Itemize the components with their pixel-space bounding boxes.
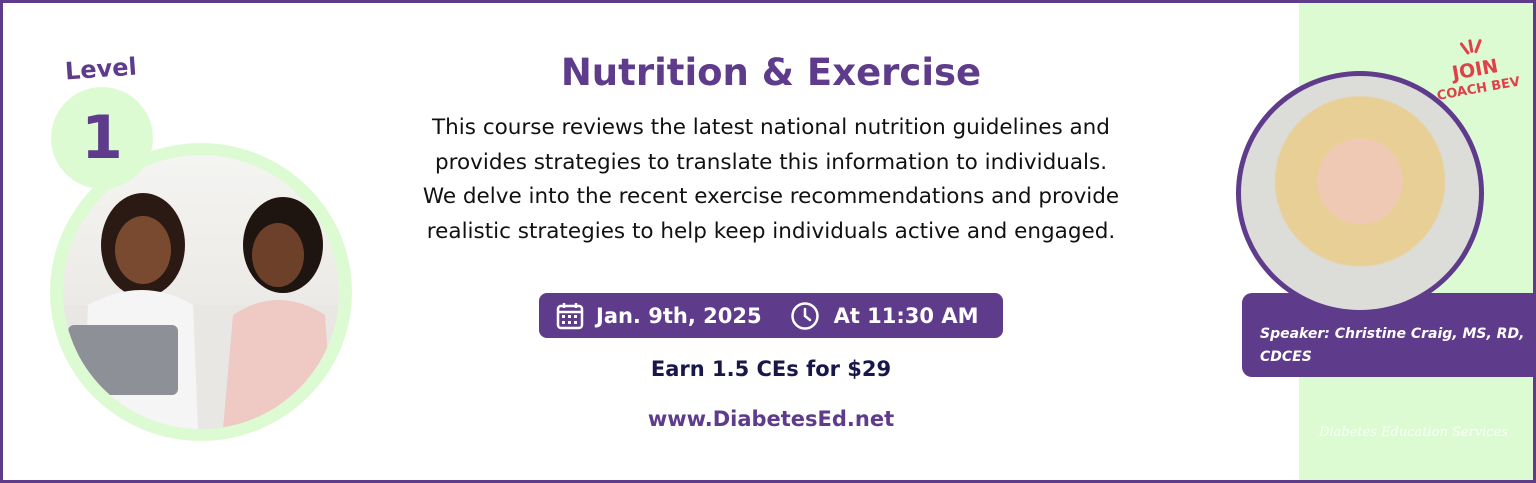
diabetes-education-logo: Diabetes Education Services xyxy=(1319,425,1508,440)
speaker-photo xyxy=(1236,71,1484,315)
event-time: At 11:30 AM xyxy=(833,303,979,328)
course-title: Nutrition & Exercise xyxy=(560,51,982,94)
calendar-icon xyxy=(556,302,584,329)
burst-icon xyxy=(1459,38,1482,55)
course-photo xyxy=(63,155,339,429)
course-description: This course reviews the latest national … xyxy=(422,115,1120,244)
level-badge: 1 xyxy=(51,87,153,189)
speaker-label: Speaker: Christine Craig, MS, RD, CDCES xyxy=(1242,293,1533,377)
join-coach-bev: JOIN COACH BEV xyxy=(1428,32,1521,107)
course-photo-illustration xyxy=(63,193,339,429)
website-link[interactable]: www.DiabetesEd.net xyxy=(647,407,895,431)
event-date: Jan. 9th, 2025 xyxy=(596,303,762,328)
event-datetime-pill: Jan. 9th, 2025 At 11:30 AM xyxy=(539,293,1003,338)
clock-icon xyxy=(790,301,819,330)
ce-price: Earn 1.5 CEs for $29 xyxy=(650,357,892,381)
